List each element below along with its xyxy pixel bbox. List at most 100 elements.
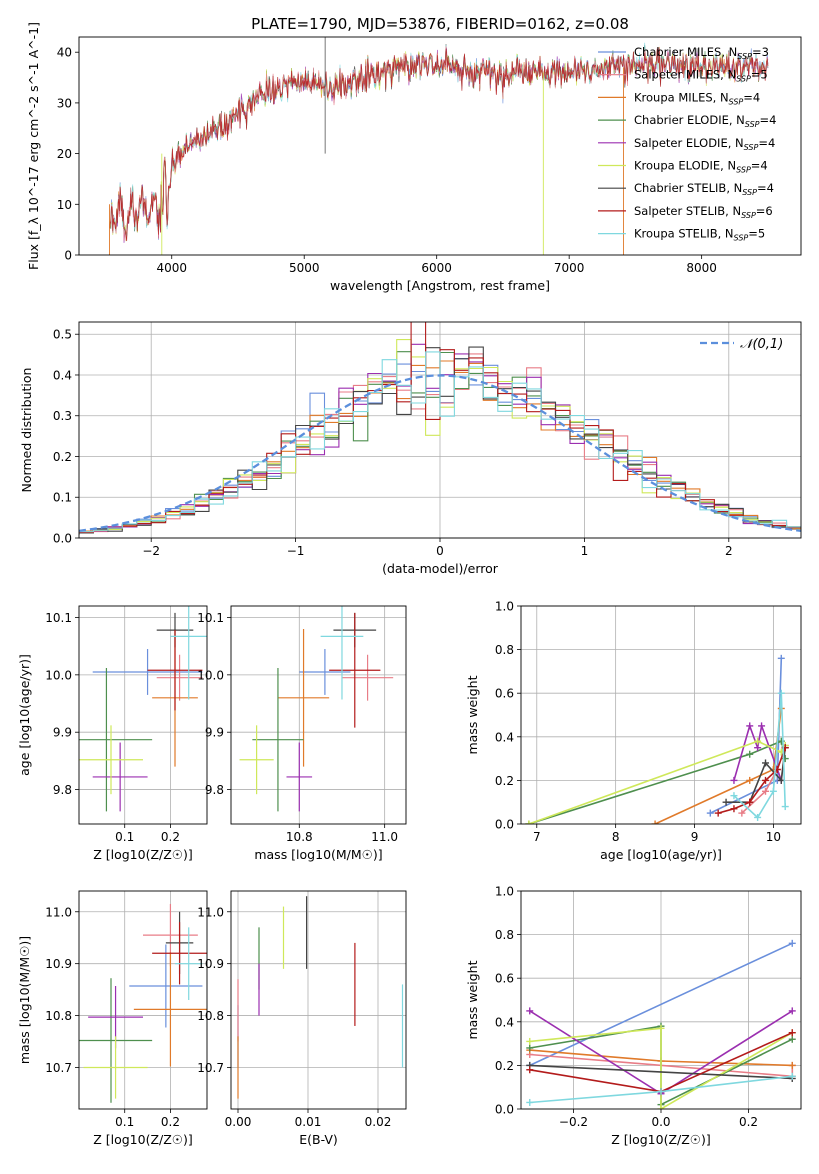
y-axis-label: mass weight	[465, 675, 480, 754]
panel-residuals: −2 −1 0 1 2 0.0 0.1 0.2 0.3 0.4 0.5 𝒩(0,1) (data-mod…	[19, 321, 802, 576]
spectrum-line	[109, 48, 769, 242]
x-tick-label: 7000	[554, 261, 585, 275]
histogram-step	[79, 322, 801, 535]
axes-frame	[520, 890, 802, 1110]
weight-line	[529, 1027, 793, 1109]
x-tick-label: −2	[142, 544, 160, 558]
legend-label: Salpeter ELODIE, NSSP=4	[634, 136, 775, 152]
y-axis-label: mass [log10(M/M☉)]	[17, 936, 32, 1064]
legend: Chabrier MILES, NSSP=3 Salpeter MILES, NS…	[598, 45, 776, 243]
x-axis-label: E(B-V)	[299, 1132, 338, 1147]
plot-area	[79, 606, 207, 812]
y-tick-label: 0.2	[495, 1059, 514, 1073]
x-tick-label: 11.0	[371, 830, 398, 844]
y-tick-label: 0.4	[495, 730, 514, 744]
y-tick-label: 0.2	[53, 450, 72, 464]
x-tick-label: 4000	[156, 261, 187, 275]
y-tick-label: 0.4	[53, 368, 72, 382]
panel-spectrum: 4000 5000 6000 7000 8000 0 10 20 30 40 Chabrier MI…	[26, 22, 802, 293]
y-tick-label: 9.8	[205, 783, 224, 797]
y-tick-label: 40	[57, 46, 72, 60]
y-axis-label: Flux [f_λ 10^-17 erg cm^-2 s^-1 A^-1]	[26, 22, 41, 270]
y-tick-label: 9.9	[205, 726, 224, 740]
legend-label: 𝒩(0,1)	[740, 337, 783, 352]
y-tick-label: 0.4	[495, 1015, 514, 1029]
y-tick-label: 10.0	[197, 668, 224, 682]
legend-label: Salpeter STELIB, NSSP=6	[634, 204, 773, 220]
y-tick-label: 1.0	[495, 885, 514, 899]
histogram-step	[79, 351, 801, 535]
y-axis-label: Normed distribution	[19, 368, 34, 493]
x-axis-label: Z [log10(Z/Z☉)]	[93, 1132, 193, 1147]
plot-area	[526, 939, 796, 1109]
histogram-step	[79, 351, 801, 535]
y-tick-label: 0.2	[495, 774, 514, 788]
axes-frame	[230, 605, 407, 825]
axes-frame	[230, 890, 407, 1110]
x-tick-label: 10	[766, 830, 781, 844]
y-tick-label: 10.9	[197, 957, 224, 971]
x-tick-label: 1	[581, 544, 589, 558]
panel-weight-vs-age: 7 8 9 10 0.0 0.2 0.4 0.6 0.8 1.0 age [log10(age/yr…	[465, 600, 802, 862]
y-tick-label: 0.0	[53, 532, 72, 546]
x-tick-label: −1	[287, 544, 305, 558]
y-tick-label: 0.8	[495, 643, 514, 657]
y-tick-label: 0.5	[53, 328, 72, 342]
plot-area	[109, 37, 769, 255]
y-tick-label: 10.7	[197, 1061, 224, 1075]
x-axis-label: Z [log10(Z/Z☉)]	[93, 847, 193, 862]
y-tick-label: 0.1	[53, 491, 72, 505]
x-tick-label: 0.00	[225, 1115, 252, 1129]
x-tick-label: 8000	[686, 261, 717, 275]
y-tick-label: 20	[57, 147, 72, 161]
x-tick-label: 0.1	[115, 830, 134, 844]
legend-label: Kroupa STELIB, NSSP=5	[634, 227, 765, 243]
histogram-step	[79, 353, 801, 534]
x-tick-label: 0.01	[295, 1115, 322, 1129]
plot-area	[239, 606, 394, 812]
x-axis-label: wavelength [Angstrom, rest frame]	[330, 278, 550, 293]
legend-label: Chabrier MILES, NSSP=3	[634, 45, 769, 61]
y-tick-label: 0.3	[53, 409, 72, 423]
x-tick-label: 0	[436, 544, 444, 558]
axes-frame	[78, 321, 802, 539]
weight-line	[709, 658, 783, 814]
y-tick-label: 0.6	[495, 687, 514, 701]
x-axis-label: (data-model)/error	[382, 561, 499, 576]
axes-frame	[78, 890, 208, 1110]
x-tick-label: 9	[691, 830, 699, 844]
x-axis-label: Z [log10(Z/Z☉)]	[611, 1132, 711, 1147]
y-axis-label: mass weight	[465, 960, 480, 1039]
x-tick-label: −0.2	[559, 1115, 588, 1129]
y-tick-label: 0	[64, 249, 72, 263]
x-tick-label: 0.1	[115, 1115, 134, 1129]
plot-area	[237, 896, 404, 1099]
y-tick-label: 1.0	[495, 600, 514, 614]
y-tick-label: 10.1	[197, 611, 224, 625]
panel-weight-vs-Z: −0.2 0.0 0.2 0.0 0.2 0.4 0.6 0.8 1.0 Z [log10(Z/Z…	[465, 885, 802, 1147]
axes-frame	[520, 605, 802, 825]
axes-frame	[78, 36, 802, 256]
y-tick-label: 10.8	[197, 1009, 224, 1023]
y-axis-label: age [log10(age/yr)]	[17, 654, 32, 776]
legend-label: Salpeter MILES, NSSP=5	[634, 68, 768, 84]
panel-mass-vs-Z: 0.1 0.2 10.7 10.8 10.9 11.0 Z [log10(Z/Z☉)] mas…	[17, 890, 208, 1147]
y-tick-label: 9.8	[53, 783, 72, 797]
y-tick-label: 10	[57, 198, 72, 212]
figure-title: PLATE=1790, MJD=53876, FIBERID=0162, z=0…	[251, 15, 629, 33]
x-tick-label: 6000	[421, 261, 452, 275]
x-tick-label: 0.02	[365, 1115, 392, 1129]
y-tick-label: 0.0	[495, 818, 514, 832]
y-tick-label: 10.9	[45, 957, 72, 971]
x-tick-label: 2	[725, 544, 733, 558]
y-tick-label: 0.8	[495, 928, 514, 942]
x-tick-label: 0.2	[161, 1115, 180, 1129]
y-tick-label: 10.7	[45, 1061, 72, 1075]
x-tick-label: 0.2	[739, 1115, 758, 1129]
y-tick-label: 0.0	[495, 1103, 514, 1117]
legend-label: Kroupa ELODIE, NSSP=4	[634, 159, 768, 175]
y-tick-label: 9.9	[53, 726, 72, 740]
weight-line	[529, 942, 793, 1067]
